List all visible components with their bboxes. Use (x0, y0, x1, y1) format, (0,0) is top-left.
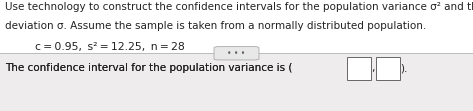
Text: ).: ). (400, 63, 407, 73)
Text: The confidence interval for the population variance is (: The confidence interval for the populati… (5, 63, 292, 73)
FancyBboxPatch shape (376, 57, 400, 80)
Text: ,: , (371, 63, 374, 73)
Bar (0, 53, 473, 111)
Text: Use technology to construct the confidence intervals for the population variance: Use technology to construct the confiden… (5, 2, 473, 12)
Text: c = 0.95, s² = 12.25, n = 28: c = 0.95, s² = 12.25, n = 28 (35, 42, 185, 52)
Text: • • •: • • • (228, 49, 245, 58)
FancyBboxPatch shape (347, 57, 371, 80)
Text: deviation σ. Assume the sample is taken from a normally distributed population.: deviation σ. Assume the sample is taken … (5, 21, 426, 31)
Text: The confidence interval for the population variance is (: The confidence interval for the populati… (5, 63, 292, 73)
FancyBboxPatch shape (214, 47, 259, 60)
